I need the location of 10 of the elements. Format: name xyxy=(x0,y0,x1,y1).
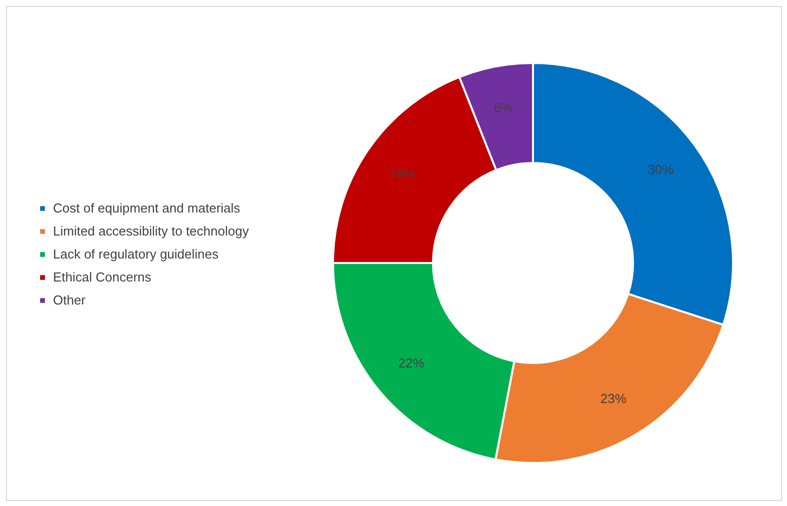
legend-label: Lack of regulatory guidelines xyxy=(53,246,219,262)
data-label: 30% xyxy=(648,162,674,178)
data-label: 19% xyxy=(389,166,416,182)
legend-label: Other xyxy=(53,292,86,308)
legend-label: Ethical Concerns xyxy=(53,270,152,284)
data-label: 6% xyxy=(494,100,514,115)
data-label: 22% xyxy=(398,356,425,371)
data-label: 23% xyxy=(600,390,627,406)
legend-label: Cost of equipment and materials xyxy=(53,200,241,216)
legend-label: Limited accessibility to technology xyxy=(53,224,250,238)
